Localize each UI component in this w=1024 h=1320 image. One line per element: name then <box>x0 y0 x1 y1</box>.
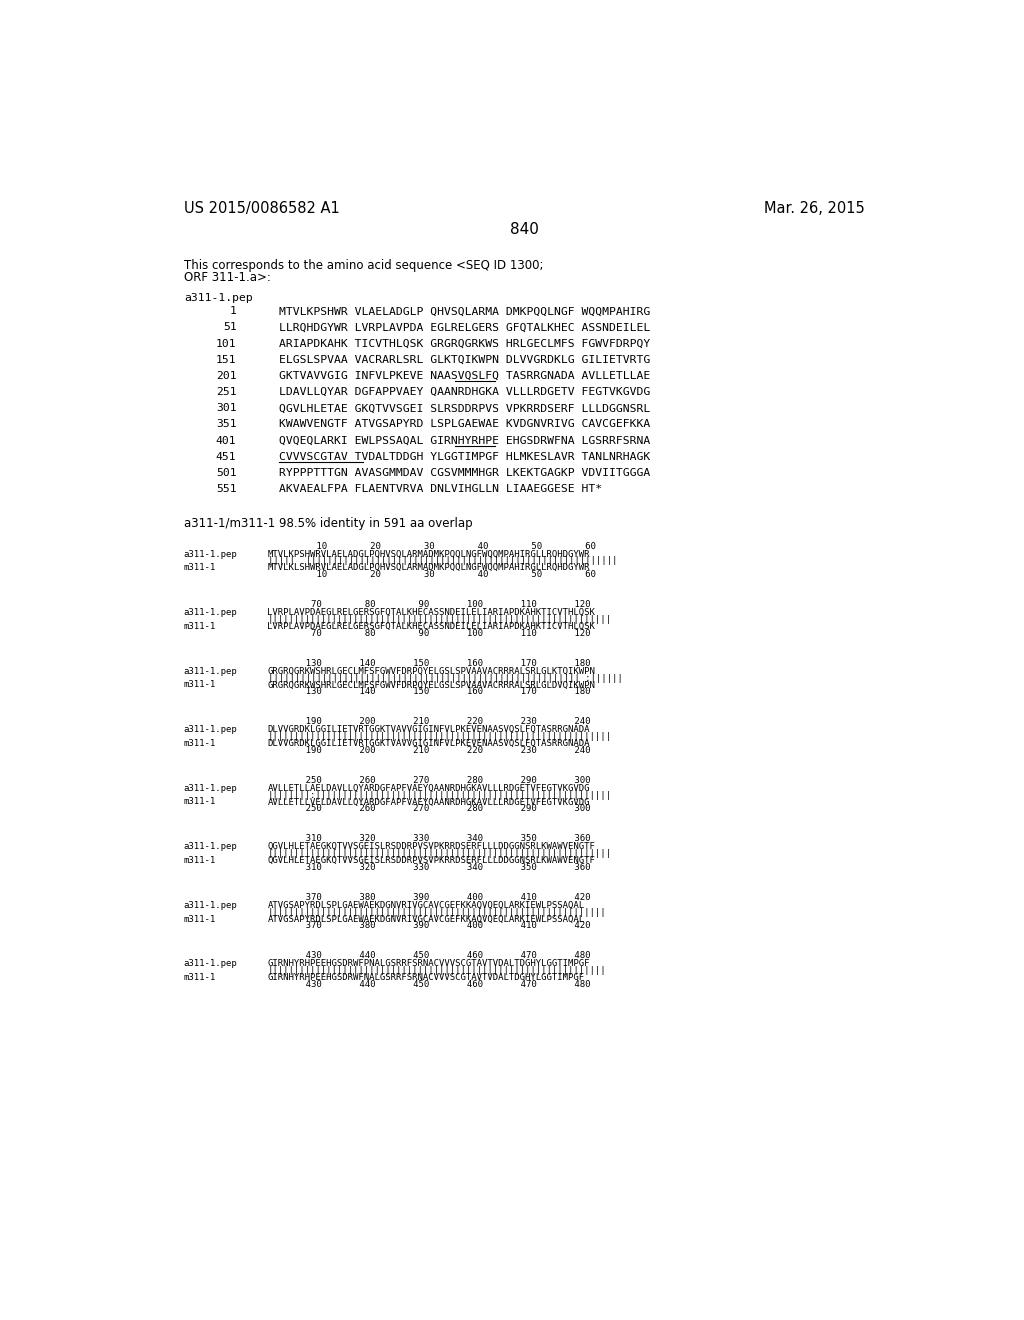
Text: DLVVGRDKLGGILIETVRTGGKTVAVVGIGINFVLPKEVENAASVQSLFQTASRRGNADA: DLVVGRDKLGGILIETVRTGGKTVAVVGIGINFVLPKEVE… <box>267 739 590 748</box>
Text: ||||||||:|||||||||||||||||||||||||||||||||||||||||||||||||||||||: ||||||||:|||||||||||||||||||||||||||||||… <box>267 791 611 800</box>
Text: 401: 401 <box>216 436 237 446</box>
Text: 190       200       210       220       230       240: 190 200 210 220 230 240 <box>267 746 590 755</box>
Text: 351: 351 <box>216 420 237 429</box>
Text: |||||  ||||||||||||||||||||||||||||||||||||||||||||||||||||||||||: ||||| ||||||||||||||||||||||||||||||||||… <box>267 557 616 565</box>
Text: GIRNHYRHPEEHGSDRWFPNALGSRRFSRNACVVVSCGTAVTVDALTDGHYLGGTIMPGF: GIRNHYRHPEEHGSDRWFPNALGSRRFSRNACVVVSCGTA… <box>267 960 590 968</box>
Text: GRGRQGRKWSHRLGECLMFSFGWVFDRPQYELGSLSPVAAVACRRRALSRLGLDVQIKWPN: GRGRQGRKWSHRLGECLMFSFGWVFDRPQYELGSLSPVAA… <box>267 681 595 689</box>
Text: 151: 151 <box>216 355 237 364</box>
Text: QGVLHLETAEGKQTVVSGEISLRSDDRPVSVPKRRDSERFLLLDDGGNSRLKWAWVENGTF: QGVLHLETAEGKQTVVSGEISLRSDDRPVSVPKRRDSERF… <box>267 857 595 865</box>
Text: a311-1.pep: a311-1.pep <box>183 960 238 968</box>
Text: 310       320       330       340       350       360: 310 320 330 340 350 360 <box>267 863 590 873</box>
Text: 51: 51 <box>223 322 237 333</box>
Text: 250       260       270       280       290       300: 250 260 270 280 290 300 <box>267 776 590 785</box>
Text: AKVAEALFPA FLAENTVRVA DNLVIHGLLN LIAAEGGESE HT*: AKVAEALFPA FLAENTVRVA DNLVIHGLLN LIAAEGG… <box>280 484 602 494</box>
Text: m311-1: m311-1 <box>183 915 216 924</box>
Text: 430       440       450       460       470       480: 430 440 450 460 470 480 <box>267 952 590 961</box>
Text: MTVLKLSHWRVLAELADGLPQHVSQLARMADMKPQQLNGFWQQMPAHIRGLLRQHDGYWR: MTVLKLSHWRVLAELADGLPQHVSQLARMADMKPQQLNGF… <box>267 564 590 573</box>
Text: m311-1: m311-1 <box>183 739 216 748</box>
Text: MTVLKPSHWRVLAELADGLPQHVSQLARMADMKPQQLNGFWQQMPAHIRGLLRQHDGYWR: MTVLKPSHWRVLAELADGLPQHVSQLARMADMKPQQLNGF… <box>267 549 590 558</box>
Text: LVRPLAVPDAEGLRELGERSGFQTALKHECASSNDEILELIARIAPDKAHKTICVTHLQSK: LVRPLAVPDAEGLRELGERSGFQTALKHECASSNDEILEL… <box>267 622 595 631</box>
Text: MTVLKPSHWR VLAELADGLP QHVSQLARMA DMKPQQLNGF WQQMPAHIRG: MTVLKPSHWR VLAELADGLP QHVSQLARMA DMKPQQL… <box>280 306 650 317</box>
Text: LLRQHDGYWR LVRPLAVPDA EGLRELGERS GFQTALKHEC ASSNDEILEL: LLRQHDGYWR LVRPLAVPDA EGLRELGERS GFQTALK… <box>280 322 650 333</box>
Text: QGVLHLETAE GKQTVVSGEI SLRSDDRPVS VPKRRDSERF LLLDGGNSRL: QGVLHLETAE GKQTVVSGEI SLRSDDRPVS VPKRRDS… <box>280 404 650 413</box>
Text: 70        80        90       100       110       120: 70 80 90 100 110 120 <box>267 628 590 638</box>
Text: 370       380       390       400       410       420: 370 380 390 400 410 420 <box>267 921 590 931</box>
Text: 250       260       270       280       290       300: 250 260 270 280 290 300 <box>267 804 590 813</box>
Text: 101: 101 <box>216 339 237 348</box>
Text: 201: 201 <box>216 371 237 381</box>
Text: AVLLETLLVELDAVLLQYARDGFAPFVAEYQAANRDHGKAVLLLRDGETVFEGTVKGVDG: AVLLETLLVELDAVLLQYARDGFAPFVAEYQAANRDHGKA… <box>267 797 590 807</box>
Text: |||||||||||||||||||||||||||||||||||||||||||||||||||||||||| :||||||: ||||||||||||||||||||||||||||||||||||||||… <box>267 673 623 682</box>
Text: 130       140       150       160       170       180: 130 140 150 160 170 180 <box>267 659 590 668</box>
Text: 501: 501 <box>216 469 237 478</box>
Text: ATVGSAPYRDLSPLGAEWAEKDGNVRIVGCAVCGEFKKAQVQEQLARKIEWLPSSAQAL: ATVGSAPYRDLSPLGAEWAEKDGNVRIVGCAVCGEFKKAQ… <box>267 915 585 924</box>
Text: 301: 301 <box>216 404 237 413</box>
Text: 70        80        90       100       110       120: 70 80 90 100 110 120 <box>267 601 590 610</box>
Text: a311-1.pep: a311-1.pep <box>183 842 238 851</box>
Text: ORF 311-1.a>:: ORF 311-1.a>: <box>183 271 270 284</box>
Text: 310       320       330       340       350       360: 310 320 330 340 350 360 <box>267 834 590 843</box>
Text: Mar. 26, 2015: Mar. 26, 2015 <box>764 201 864 215</box>
Text: a311-1.pep: a311-1.pep <box>183 609 238 616</box>
Text: CVVVSCGTAV TVDALTDDGH YLGGTIMPGF HLMKESLAVR TANLNRHAGK: CVVVSCGTAV TVDALTDDGH YLGGTIMPGF HLMKESL… <box>280 451 650 462</box>
Text: ||||||||||||||||||||||||||||||||||||||||||||||||||||||||||||||||: ||||||||||||||||||||||||||||||||||||||||… <box>267 615 611 624</box>
Text: 840: 840 <box>510 222 540 236</box>
Text: This corresponds to the amino acid sequence <SEQ ID 1300;: This corresponds to the amino acid seque… <box>183 259 544 272</box>
Text: a311-1.pep: a311-1.pep <box>183 900 238 909</box>
Text: a311-1.pep: a311-1.pep <box>183 784 238 792</box>
Text: ||||||||||||||||||||||||||||||||||||||||||||||||||||||||||||||||: ||||||||||||||||||||||||||||||||||||||||… <box>267 849 611 858</box>
Text: a311-1.pep: a311-1.pep <box>183 293 253 304</box>
Text: RYPPPTTTGN AVASGMMDAV CGSVMMMHGR LKEKTGAGKP VDVIITGGGA: RYPPPTTTGN AVASGMMDAV CGSVMMMHGR LKEKTGA… <box>280 469 650 478</box>
Text: 551: 551 <box>216 484 237 494</box>
Text: KWAWVENGTF ATVGSAPYRD LSPLGAEWAE KVDGNVRIVG CAVCGEFKKA: KWAWVENGTF ATVGSAPYRD LSPLGAEWAE KVDGNVR… <box>280 420 650 429</box>
Text: 10        20        30        40        50        60: 10 20 30 40 50 60 <box>267 543 595 550</box>
Text: QGVLHLETAEGKQTVVSGEISLRSDDRPVSVPKRRDSERFLLLDDGGNSRLKWAWVENGTF: QGVLHLETAEGKQTVVSGEISLRSDDRPVSVPKRRDSERF… <box>267 842 595 851</box>
Text: DLVVGRDKLGGILIETVRTGGKTVAVVGIGINFVLPKEVENAASVQSLFQTASRRGNADA: DLVVGRDKLGGILIETVRTGGKTVAVVGIGINFVLPKEVE… <box>267 725 590 734</box>
Text: ||||||||||||||||||||||||||||||||||||||||||||||||||||||||||||||||: ||||||||||||||||||||||||||||||||||||||||… <box>267 733 611 741</box>
Text: |||||||||||||||||||||||||||||||||||||||||||||||||||||||||||||||: ||||||||||||||||||||||||||||||||||||||||… <box>267 908 606 916</box>
Text: 10        20        30        40        50        60: 10 20 30 40 50 60 <box>267 570 595 579</box>
Text: 251: 251 <box>216 387 237 397</box>
Text: 190       200       210       220       230       240: 190 200 210 220 230 240 <box>267 718 590 726</box>
Text: m311-1: m311-1 <box>183 797 216 807</box>
Text: |||||||||||||||||||||||||||||||||||||||||||||||||||||||||||||||: ||||||||||||||||||||||||||||||||||||||||… <box>267 966 606 975</box>
Text: 130       140       150       160       170       180: 130 140 150 160 170 180 <box>267 688 590 697</box>
Text: a311-1.pep: a311-1.pep <box>183 667 238 676</box>
Text: LDAVLLQYAR DGFAPPVAEY QAANRDHGKA VLLLRDGETV FEGTVKGVDG: LDAVLLQYAR DGFAPPVAEY QAANRDHGKA VLLLRDG… <box>280 387 650 397</box>
Text: m311-1: m311-1 <box>183 622 216 631</box>
Text: 451: 451 <box>216 451 237 462</box>
Text: m311-1: m311-1 <box>183 857 216 865</box>
Text: LVRPLAVPDAEGLRELGERSGFQTALKHECASSNDEILELIARIAPDKAHKTICVTHLQSK: LVRPLAVPDAEGLRELGERSGFQTALKHECASSNDEILEL… <box>267 609 595 616</box>
Text: 430       440       450       460       470       480: 430 440 450 460 470 480 <box>267 979 590 989</box>
Text: ELGSLSPVAA VACRARLSRL GLKTQIKWPN DLVVGRDKLG GILIETVRTG: ELGSLSPVAA VACRARLSRL GLKTQIKWPN DLVVGRD… <box>280 355 650 364</box>
Text: 370       380       390       400       410       420: 370 380 390 400 410 420 <box>267 892 590 902</box>
Text: a311-1/m311-1 98.5% identity in 591 aa overlap: a311-1/m311-1 98.5% identity in 591 aa o… <box>183 517 472 531</box>
Text: ATVGSAPYRDLSPLGAEWAEKDGNVRIVGCAVCGEFKKAQVQEQLARKIEWLPSSAQAL: ATVGSAPYRDLSPLGAEWAEKDGNVRIVGCAVCGEFKKAQ… <box>267 900 585 909</box>
Text: US 2015/0086582 A1: US 2015/0086582 A1 <box>183 201 340 215</box>
Text: m311-1: m311-1 <box>183 564 216 573</box>
Text: m311-1: m311-1 <box>183 973 216 982</box>
Text: m311-1: m311-1 <box>183 681 216 689</box>
Text: GKTVAVVGIG INFVLPKEVE NAASVQSLFQ TASRRGNADA AVLLETLLAE: GKTVAVVGIG INFVLPKEVE NAASVQSLFQ TASRRGN… <box>280 371 650 381</box>
Text: AVLLETLLAELDAVLLQYARDGFAPFVAEYQAANRDHGKAVLLLRDGETVFEGTVKGVDG: AVLLETLLAELDAVLLQYARDGFAPFVAEYQAANRDHGKA… <box>267 784 590 792</box>
Text: GIRNHYRHPEEHGSDRWFNALGSRRFSRNACVVVSCGTAVTVDALTDGHYLGGTIMPGF: GIRNHYRHPEEHGSDRWFNALGSRRFSRNACVVVSCGTAV… <box>267 973 585 982</box>
Text: 1: 1 <box>229 306 237 317</box>
Text: a311-1.pep: a311-1.pep <box>183 549 238 558</box>
Text: ARIAPDKAHK TICVTHLQSK GRGRQGRKWS HRLGECLMFS FGWVFDRPQY: ARIAPDKAHK TICVTHLQSK GRGRQGRKWS HRLGECL… <box>280 339 650 348</box>
Text: QVQEQLARKI EWLPSSAQAL GIRNHYRHPE EHGSDRWFNA LGSRRFSRNA: QVQEQLARKI EWLPSSAQAL GIRNHYRHPE EHGSDRW… <box>280 436 650 446</box>
Text: a311-1.pep: a311-1.pep <box>183 725 238 734</box>
Text: GRGRQGRKWSHRLGECLMFSFGWVFDRPQYELGSLSPVAAVACRRRALSRLGLKTQIKWPN: GRGRQGRKWSHRLGECLMFSFGWVFDRPQYELGSLSPVAA… <box>267 667 595 676</box>
